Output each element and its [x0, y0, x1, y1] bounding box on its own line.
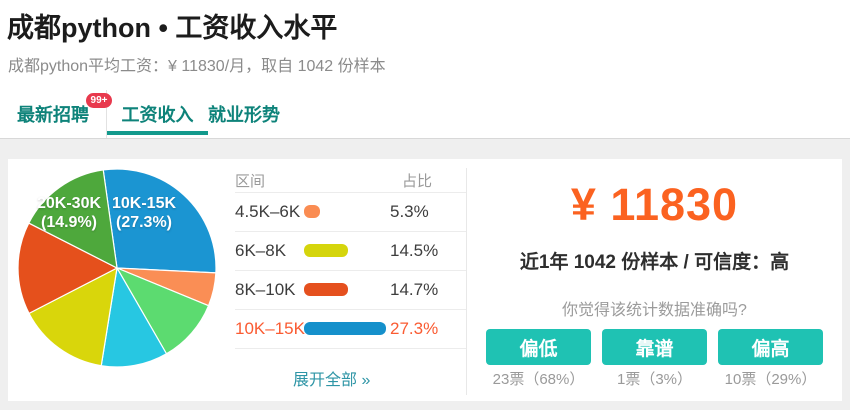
- percent-bar: [304, 205, 320, 218]
- column-header-percent: 占比: [402, 173, 433, 190]
- salary-pie-chart: [17, 168, 217, 368]
- vote-button-1[interactable]: 靠谱: [602, 329, 707, 365]
- vote-count-2: 10票（29%）: [724, 371, 817, 388]
- vote-button-2[interactable]: 偏高: [718, 329, 823, 365]
- range-label: 6K–8K: [235, 241, 287, 260]
- pie-slice-6K-8K: [28, 267, 118, 367]
- page-title: 成都python • 工资收入水平: [7, 13, 338, 43]
- pie-slice-8K-10K: [17, 222, 118, 314]
- range-label: 8K–10K: [235, 280, 296, 299]
- column-header-range: 区间: [235, 173, 266, 190]
- pie-slice-20K-30K: [28, 169, 118, 269]
- table-row-2: 8K–10K 14.7%: [235, 271, 467, 310]
- vote-button-0[interactable]: 偏低: [486, 329, 591, 365]
- new-jobs-badge: 99+: [86, 93, 112, 108]
- vote-buttons-row: 偏低 靠谱 偏高: [467, 329, 842, 365]
- percent-value: 14.5%: [390, 241, 439, 260]
- salary-summary-panel: ¥ 11830 近1年 1042 份样本 / 可信度：高 你觉得该统计数据准确吗…: [467, 159, 842, 401]
- tab-item-1[interactable]: 工资收入: [106, 90, 208, 138]
- table-row-3: 10K–15K 27.3%: [235, 310, 467, 349]
- vote-count-0: 23票（68%）: [492, 371, 585, 388]
- sample-info: 近1年 1042 份样本 / 可信度：高: [519, 252, 790, 273]
- tab-bar: 最新招聘 99+ 工资收入 就业形势: [0, 90, 850, 139]
- percent-bar: [304, 283, 348, 296]
- expand-all-link[interactable]: 展开全部 »: [293, 372, 371, 389]
- tab-item-0[interactable]: 最新招聘: [0, 90, 106, 138]
- tab-label: 最新招聘: [17, 105, 89, 125]
- percent-value: 14.7%: [390, 280, 439, 299]
- page-subtitle: 成都python平均工资：¥ 11830/月，取自 1042 份样本: [8, 58, 386, 75]
- pie-slice-unlabeled-3: [100, 267, 168, 368]
- range-label: 4.5K–6K: [235, 202, 301, 221]
- vote-counts-row: 23票（68%） 1票（3%） 10票（29%）: [467, 368, 842, 389]
- pie-svg: [17, 168, 217, 368]
- salary-card: 20K-30K (14.9%) 10K-15K (27.3%) 区间 占比 4.…: [8, 159, 842, 401]
- range-label: 10K–15K: [235, 319, 305, 338]
- table-body: 4.5K–6K 5.3% 6K–8K 14.5% 8K–10K 14.7% 10K–15K 2…: [235, 193, 467, 349]
- average-salary-value: ¥ 11830: [570, 179, 739, 230]
- accuracy-question: 你觉得该统计数据准确吗?: [562, 302, 747, 319]
- percent-value: 27.3%: [390, 319, 439, 338]
- pie-slice-10K-15K: [102, 168, 217, 274]
- table-row-1: 6K–8K 14.5%: [235, 232, 467, 271]
- vertical-divider: [466, 168, 467, 395]
- tab-label: 就业形势: [208, 105, 280, 125]
- table-header: 区间 占比: [235, 159, 467, 193]
- percent-bar: [304, 322, 386, 335]
- vote-count-1: 1票（3%）: [616, 371, 693, 388]
- tab-label: 工资收入: [121, 105, 194, 125]
- percent-value: 5.3%: [390, 202, 429, 221]
- tab-item-2[interactable]: 就业形势: [208, 90, 280, 138]
- percent-bar: [304, 244, 348, 257]
- table-row-0: 4.5K–6K 5.3%: [235, 193, 467, 232]
- salary-range-table: 区间 占比 4.5K–6K 5.3% 6K–8K 14.5% 8K–10K 14.7% 10…: [235, 159, 467, 390]
